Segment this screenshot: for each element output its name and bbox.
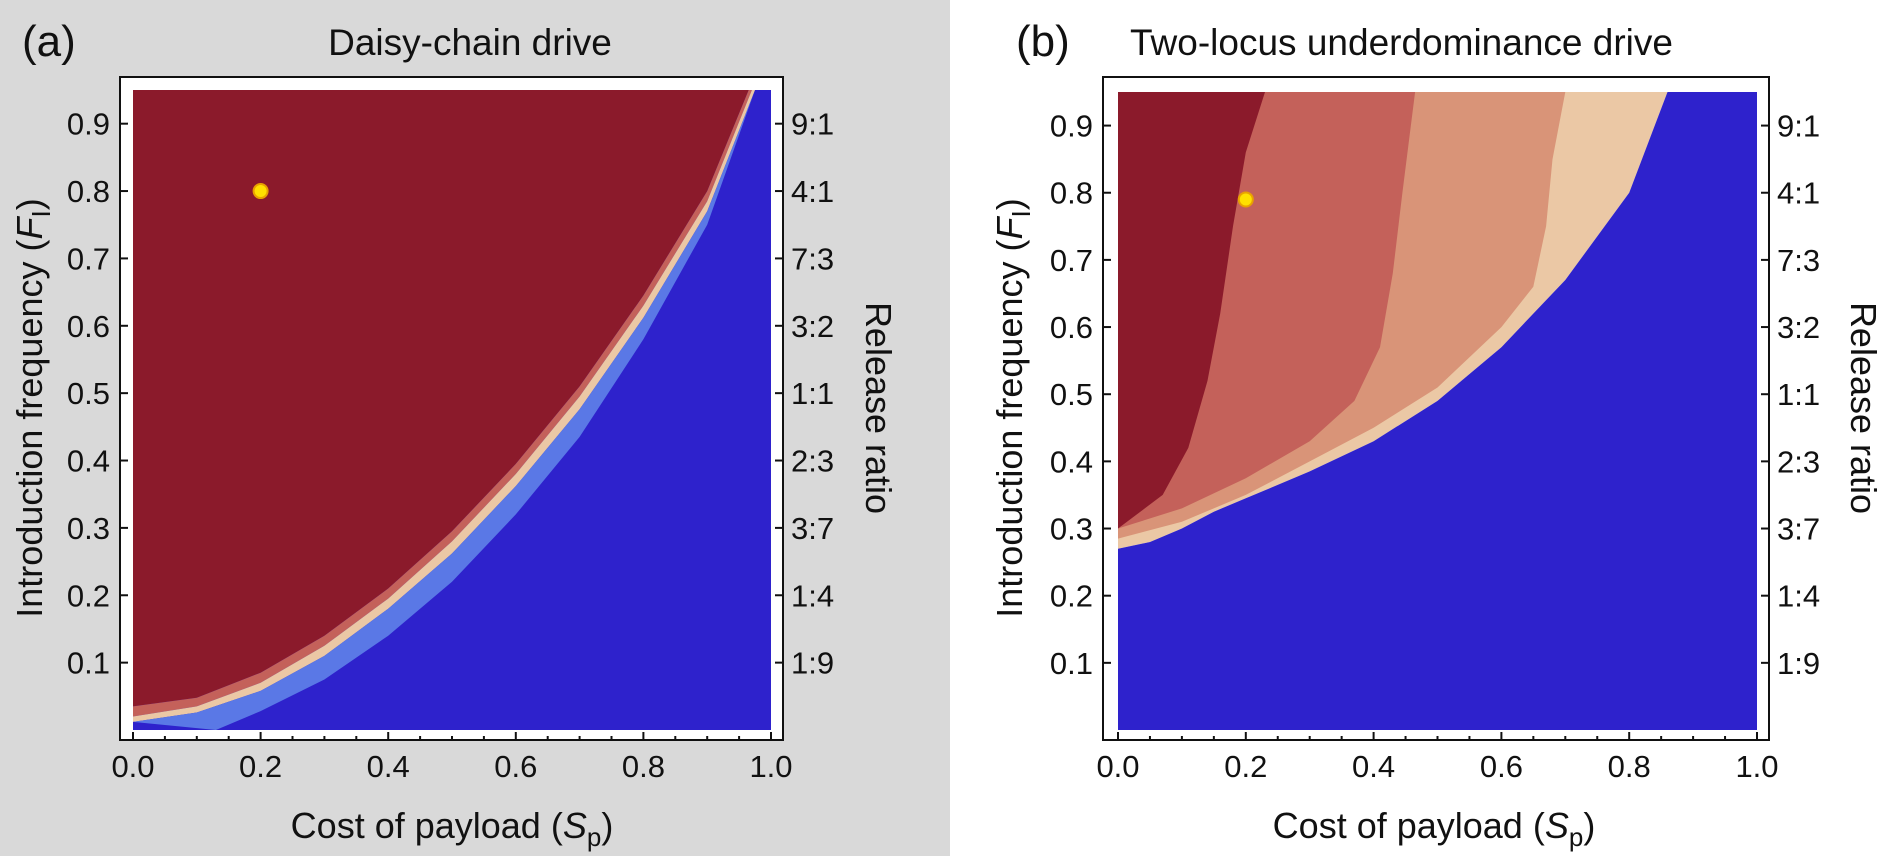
ylabel-symbol: F xyxy=(989,216,1030,240)
panel-a-tick-labels: 0.0 0.2 0.4 0.6 0.8 1.0 0.1 0.2 0.3 0.4 … xyxy=(67,107,834,784)
panel-a-y2tick-label: 7:3 xyxy=(791,241,834,276)
panel-b-y2tick-label: 3:2 xyxy=(1777,310,1820,345)
region-b-4 xyxy=(1118,92,1757,730)
xlabel-symbol: S xyxy=(1545,805,1569,846)
ylabel-symbol: F xyxy=(9,216,50,240)
panel-a-title: Daisy-chain drive xyxy=(328,22,612,63)
panel-b-ytick-label: 0.5 xyxy=(1050,377,1093,412)
ylabel-prefix: Introduction frequency ( xyxy=(9,240,50,618)
ylabel-prefix: Introduction frequency ( xyxy=(989,240,1030,618)
ylabel-suffix: ) xyxy=(9,198,50,210)
panel-b-y2tick-label: 4:1 xyxy=(1777,176,1820,211)
panel-a-xtick-label: 0.0 xyxy=(111,749,154,784)
panel-b-y2tick-label: 7:3 xyxy=(1777,243,1820,278)
panel-b-ytick-label: 0.9 xyxy=(1050,109,1093,144)
region-b-3 xyxy=(1118,92,1265,529)
panel-a-x-axis-title: Cost of payload (Sp) xyxy=(291,805,614,852)
panel-a-xtick-label: 0.2 xyxy=(239,749,282,784)
xlabel-subscript: p xyxy=(587,822,601,852)
panel-b-regions xyxy=(1118,92,1757,730)
panel-b-ytick-label: 0.4 xyxy=(1050,444,1093,479)
panel-a-label: (a) xyxy=(22,17,76,66)
panel-b-y2tick-label: 9:1 xyxy=(1777,109,1820,144)
panel-b-ytick-label: 0.2 xyxy=(1050,579,1093,614)
panel-b-xtick-label: 0.0 xyxy=(1096,749,1139,784)
panel-b-xtick-label: 1.0 xyxy=(1735,749,1778,784)
panel-a-ticks xyxy=(120,122,783,740)
panel-a-xtick-label: 1.0 xyxy=(749,749,792,784)
panel-a-ytick-label: 0.9 xyxy=(67,107,110,142)
panel-b-y2tick-label: 2:3 xyxy=(1777,444,1820,479)
panel-a-ytick-label: 0.3 xyxy=(67,511,110,546)
xlabel-prefix: Cost of payload ( xyxy=(291,805,563,846)
panel-b-xtick-label: 0.8 xyxy=(1608,749,1651,784)
panel-a-y2-axis-title: Release ratio xyxy=(858,302,899,514)
xlabel-suffix: ) xyxy=(601,805,613,846)
panel-b-ytick-label: 0.1 xyxy=(1050,646,1093,681)
panel-a-ytick-label: 0.4 xyxy=(67,444,110,479)
panel-b-xtick-label: 0.2 xyxy=(1224,749,1267,784)
panel-a-y2tick-label: 3:7 xyxy=(791,511,834,546)
panel-b-ytick-label: 0.3 xyxy=(1050,512,1093,547)
panel-b-xtick-label: 0.6 xyxy=(1480,749,1523,784)
panel-b-x-axis-title: Cost of payload (Sp) xyxy=(1273,805,1596,852)
panel-a-xtick-label: 0.6 xyxy=(494,749,537,784)
panel-a-y2tick-label: 1:4 xyxy=(791,578,834,613)
panel-b-y2-axis-title: Release ratio xyxy=(1843,302,1884,514)
panel-b-ytick-label: 0.8 xyxy=(1050,176,1093,211)
panel-a-y2tick-label: 1:1 xyxy=(791,376,834,411)
panel-b-marker xyxy=(1237,191,1254,208)
panel-a-ytick-label: 0.2 xyxy=(67,578,110,613)
panel-a: (a) Daisy-chain drive 0.0 0.2 0.4 0.6 0.… xyxy=(0,0,950,856)
panel-a-ytick-label: 0.5 xyxy=(67,376,110,411)
panel-b-y2tick-label: 1:4 xyxy=(1777,579,1820,614)
panel-a-ytick-label: 0.7 xyxy=(67,241,110,276)
region-a-0 xyxy=(133,90,771,707)
panel-a-xtick-label: 0.4 xyxy=(367,749,410,784)
panel-a-y2tick-label: 9:1 xyxy=(791,107,834,142)
panel-a-y2tick-label: 3:2 xyxy=(791,309,834,344)
panel-b-ytick-label: 0.7 xyxy=(1050,243,1093,278)
panel-b-ytick-label: 0.6 xyxy=(1050,310,1093,345)
panel-b-y2tick-label: 1:1 xyxy=(1777,377,1820,412)
panel-a-ytick-label: 0.1 xyxy=(67,646,110,681)
xlabel-suffix: ) xyxy=(1583,805,1595,846)
panel-b-tick-labels: 0.0 0.2 0.4 0.6 0.8 1.0 0.1 0.2 0.3 0.4 … xyxy=(1050,109,1820,784)
panel-a-ytick-label: 0.6 xyxy=(67,309,110,344)
panel-a-ytick-label: 0.8 xyxy=(67,174,110,209)
panel-a-y2tick-label: 1:9 xyxy=(791,646,834,681)
panel-b-xtick-label: 0.4 xyxy=(1352,749,1395,784)
ylabel-subscript: I xyxy=(1006,210,1036,217)
panel-a-y2tick-label: 2:3 xyxy=(791,444,834,479)
panel-b: (b) Two-locus underdominance drive 0.0 0… xyxy=(950,0,1889,856)
panel-a-xtick-label: 0.8 xyxy=(622,749,665,784)
xlabel-subscript: p xyxy=(1569,822,1583,852)
xlabel-prefix: Cost of payload ( xyxy=(1273,805,1545,846)
panel-a-marker xyxy=(252,183,269,200)
panel-a-y-axis-title: Introduction frequency (FI) xyxy=(9,198,56,617)
panel-a-regions xyxy=(133,90,771,730)
panel-b-y2tick-label: 3:7 xyxy=(1777,512,1820,547)
panel-b-ticks xyxy=(1103,124,1769,740)
panel-b-title: Two-locus underdominance drive xyxy=(1130,22,1673,63)
panel-a-y2tick-label: 4:1 xyxy=(791,174,834,209)
xlabel-symbol: S xyxy=(563,805,587,846)
panel-b-y-axis-title: Introduction frequency (FI) xyxy=(989,198,1036,617)
ylabel-suffix: ) xyxy=(989,198,1030,210)
panel-b-y2tick-label: 1:9 xyxy=(1777,646,1820,681)
ylabel-subscript: I xyxy=(26,210,56,217)
panel-b-label: (b) xyxy=(1016,17,1070,66)
